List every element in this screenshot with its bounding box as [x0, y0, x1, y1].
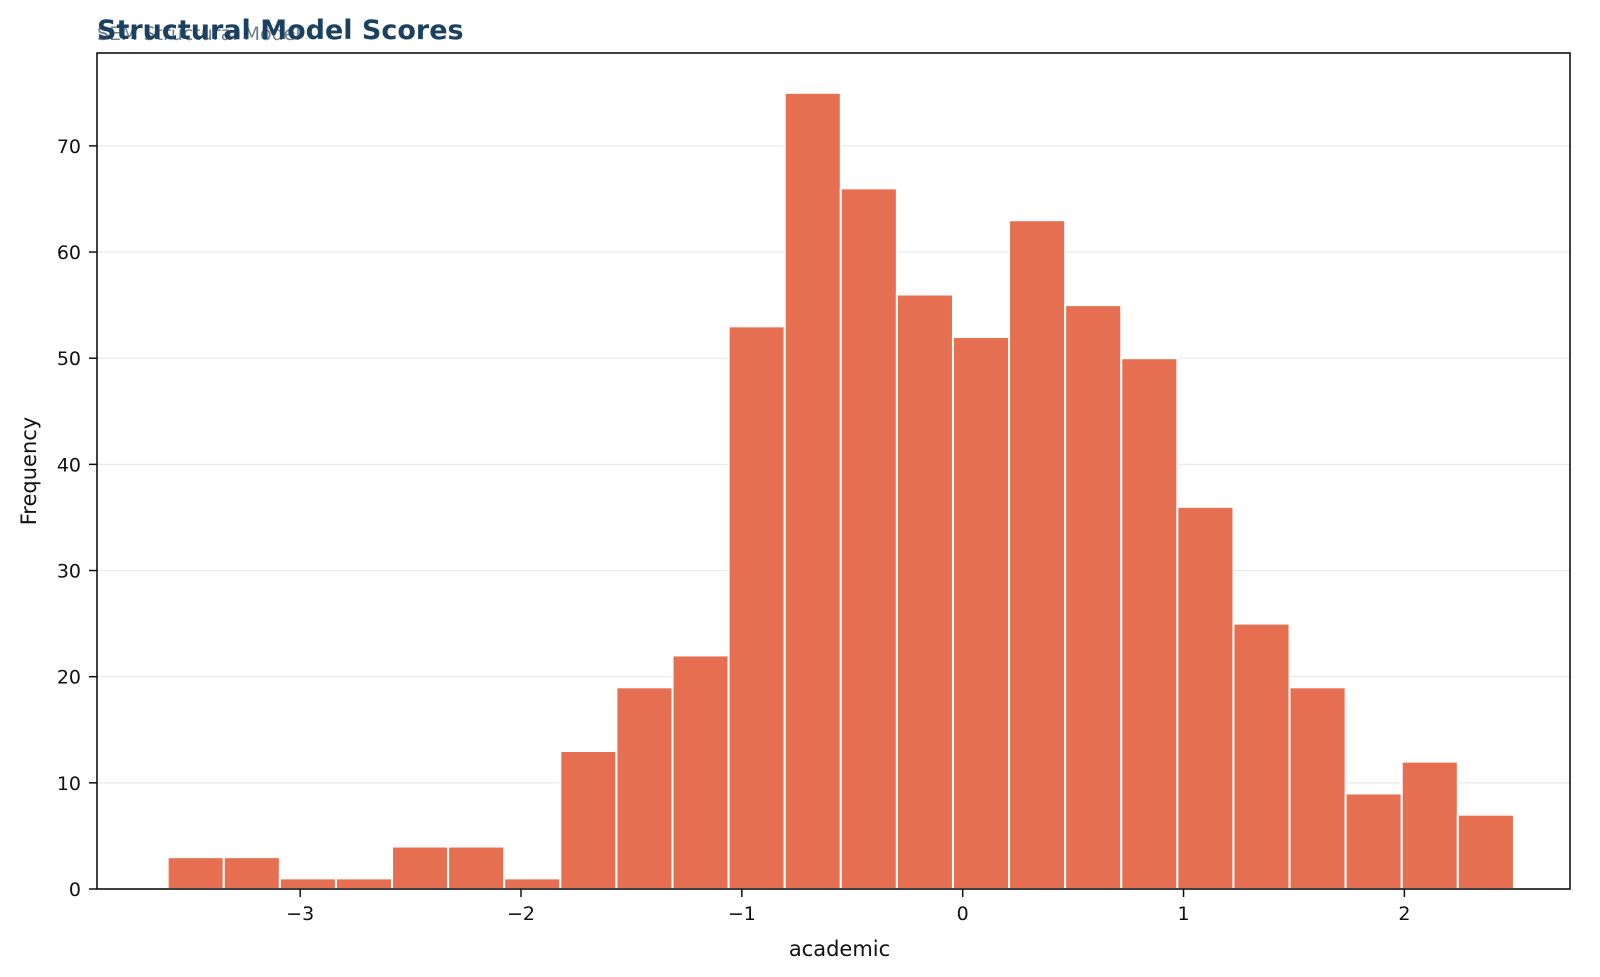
- x-axis-label: academic: [789, 937, 890, 961]
- bar-bin-4: [334, 877, 394, 891]
- x-tick-label-1: 1: [1177, 903, 1189, 925]
- bar-bin-1: [166, 856, 225, 891]
- bars-layer: [166, 91, 1515, 891]
- bar-bin-23: [1400, 760, 1459, 890]
- x-tick-label-0: 0: [957, 903, 969, 925]
- bar-bin-8: [559, 749, 618, 890]
- chart-subtitle: SEM Structural Model: [97, 23, 301, 45]
- y-tick-label-70: 70: [57, 136, 81, 158]
- y-tick-label-60: 60: [57, 242, 81, 264]
- x-tick-label--1: −1: [728, 903, 756, 925]
- y-tick-label-10: 10: [57, 773, 81, 795]
- y-tick-label-50: 50: [57, 348, 81, 370]
- x-tick-label-2: 2: [1398, 903, 1410, 925]
- x-tick-label--2: −2: [507, 903, 535, 925]
- bar-bin-22: [1344, 792, 1403, 891]
- bar-bin-14: [895, 293, 954, 890]
- bar-bin-2: [222, 856, 281, 891]
- x-tick-label--3: −3: [286, 903, 314, 925]
- y-tick-label-0: 0: [69, 879, 81, 901]
- bar-bin-20: [1232, 622, 1291, 890]
- y-tick-label-30: 30: [57, 561, 81, 583]
- bar-bin-17: [1064, 304, 1123, 890]
- y-ticks: 0 10 20 30 40 50 60 70: [57, 136, 97, 901]
- y-axis-label: Frequency: [17, 417, 41, 526]
- bar-bin-18: [1120, 357, 1179, 890]
- bar-bin-13: [839, 187, 898, 891]
- bar-bin-21: [1288, 686, 1347, 890]
- bar-bin-7: [503, 877, 562, 891]
- y-tick-label-20: 20: [57, 667, 81, 689]
- bar-bin-10: [671, 654, 730, 891]
- chart-title: Structural Model Scores: [97, 15, 464, 46]
- bar-bin-11: [727, 325, 786, 891]
- y-tick-label-40: 40: [57, 454, 81, 476]
- bar-bin-24: [1456, 813, 1515, 891]
- bar-bin-15: [951, 335, 1011, 890]
- bar-bin-12: [783, 91, 842, 891]
- bar-bin-5: [391, 845, 450, 890]
- bar-bin-3: [278, 877, 337, 891]
- bar-bin-9: [615, 686, 674, 890]
- bar-bin-6: [447, 845, 506, 890]
- x-ticks: −3 −2 −1 0 1 2: [286, 889, 1410, 925]
- bar-bin-16: [1008, 219, 1067, 890]
- plot-frame: [96, 52, 1571, 890]
- bar-bin-19: [1176, 505, 1235, 890]
